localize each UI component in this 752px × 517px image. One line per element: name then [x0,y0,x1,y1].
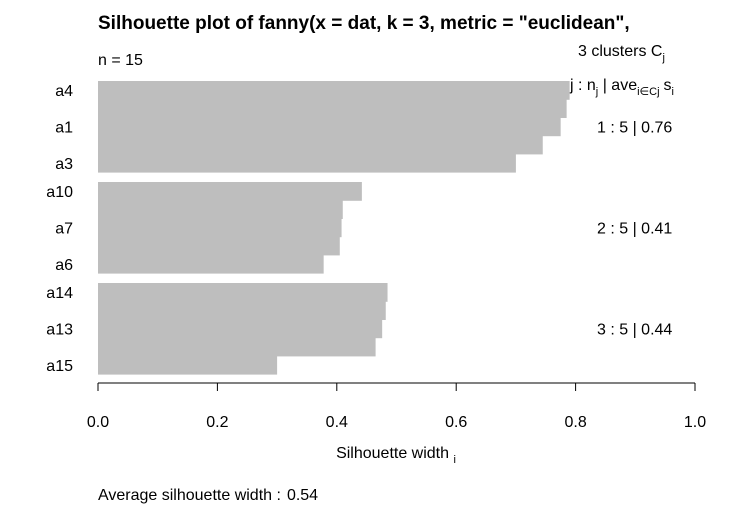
bar-label: a1 [55,120,73,137]
average-silhouette-label: Average silhouette width :0.54 [98,487,318,504]
silhouette-bar [98,301,386,320]
silhouette-bar [98,200,343,219]
silhouette-bar [98,117,561,137]
bars [98,81,570,375]
bar-labels: a4 a1 a3 a10 a7 a6 a14 a13 a15 [46,83,73,375]
bar-label: a4 [55,83,73,100]
bar-label: a7 [55,221,73,238]
x-tick-label: 0.0 [87,414,109,431]
x-axis-label: Silhouette width i [336,445,456,466]
bar-label: a13 [46,322,73,339]
cluster-summary: 3 : 5 | 0.44 [597,322,672,339]
cluster-summaries: 1 : 5 | 0.76 2 : 5 | 0.41 3 : 5 | 0.44 [597,120,672,339]
silhouette-bar [98,135,543,155]
bar-label: a10 [46,184,73,201]
silhouette-bar [98,182,362,201]
bar-label: a6 [55,257,73,274]
x-axis: 0.0 0.2 0.4 0.6 0.8 1.0 [87,382,706,431]
silhouette-bar [98,355,278,375]
x-tick-label: 0.6 [445,414,467,431]
bar-label: a14 [46,285,73,302]
silhouette-bar [98,218,342,238]
cluster-summary: 2 : 5 | 0.41 [597,221,672,238]
silhouette-bar [98,337,376,357]
clusters-header: 3 clusters Cj j : nj | avei∈Cj si [569,43,674,98]
bar-label: a3 [55,156,73,173]
x-axis-ticks: 0.0 0.2 0.4 0.6 0.8 1.0 [87,383,706,431]
silhouette-bar [98,153,516,173]
clusters-header-line1: 3 clusters Cj [578,43,665,64]
clusters-header-line2: j : nj | avei∈Cj si [569,77,674,98]
silhouette-bar [98,283,388,302]
x-tick-label: 0.2 [206,414,228,431]
silhouette-bar [98,319,383,339]
cluster-summary: 1 : 5 | 0.76 [597,120,672,137]
x-tick-label: 0.4 [326,414,348,431]
n-label: n = 15 [98,52,143,69]
silhouette-bar [98,99,567,118]
x-tick-label: 0.8 [564,414,586,431]
x-tick-label: 1.0 [684,414,706,431]
silhouette-bar [98,81,570,100]
silhouette-bar [98,254,324,274]
bar-label: a15 [46,358,73,375]
silhouette-bar [98,236,340,256]
chart-title: Silhouette plot of fanny(x = dat, k = 3,… [98,13,630,34]
